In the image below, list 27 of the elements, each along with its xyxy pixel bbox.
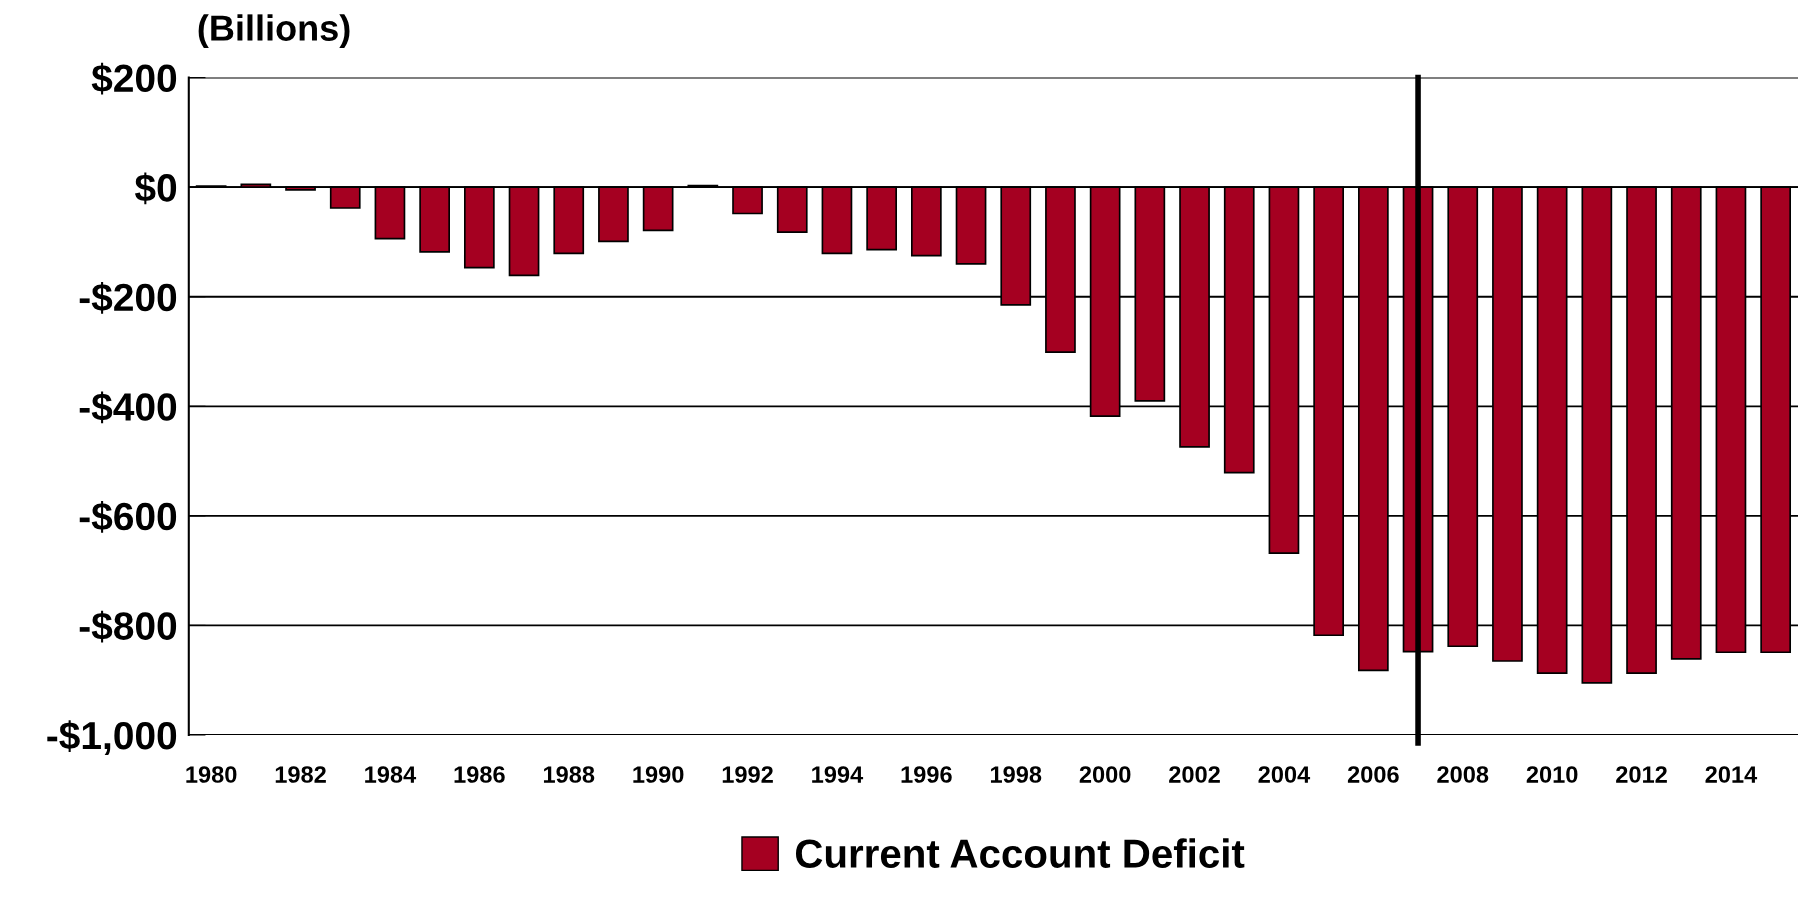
- x-tick-label: 1994: [812, 766, 864, 783]
- x-tick-label: 2004: [1258, 766, 1311, 783]
- x-tick-label: 2010: [1526, 766, 1578, 783]
- y-axis-title: (Billions): [198, 14, 350, 49]
- y-tick-label: $0: [134, 172, 177, 205]
- x-tick-label: 1986: [454, 766, 505, 783]
- y-tick-label: -$600: [79, 501, 177, 533]
- x-tick-label: 1998: [990, 766, 1042, 783]
- x-tick-label: 2012: [1616, 766, 1667, 783]
- y-tick-label: -$200: [79, 281, 177, 314]
- x-tick-label: 2014: [1705, 766, 1758, 783]
- x-tick-label: 1996: [901, 766, 952, 783]
- y-tick-label: -$800: [79, 610, 177, 643]
- x-tick-label: 2000: [1079, 766, 1131, 783]
- x-tick-label: 1990: [633, 766, 684, 783]
- x-tick-label: 1988: [543, 766, 595, 783]
- x-tick-label: 1980: [186, 766, 237, 783]
- y-tick-label: $200: [91, 62, 177, 95]
- x-tick-label: 1992: [722, 766, 773, 783]
- x-tick-label: 2002: [1169, 766, 1220, 783]
- y-tick-label: -$1,000: [47, 720, 177, 756]
- y-tick-label: -$400: [79, 391, 177, 424]
- x-tick-label: 1984: [365, 766, 417, 783]
- x-tick-label: 2008: [1437, 766, 1489, 783]
- x-tick-label: 2006: [1347, 766, 1399, 783]
- legend-label: Current Account Deficit: [795, 838, 1245, 868]
- x-tick-label: 1982: [275, 766, 326, 783]
